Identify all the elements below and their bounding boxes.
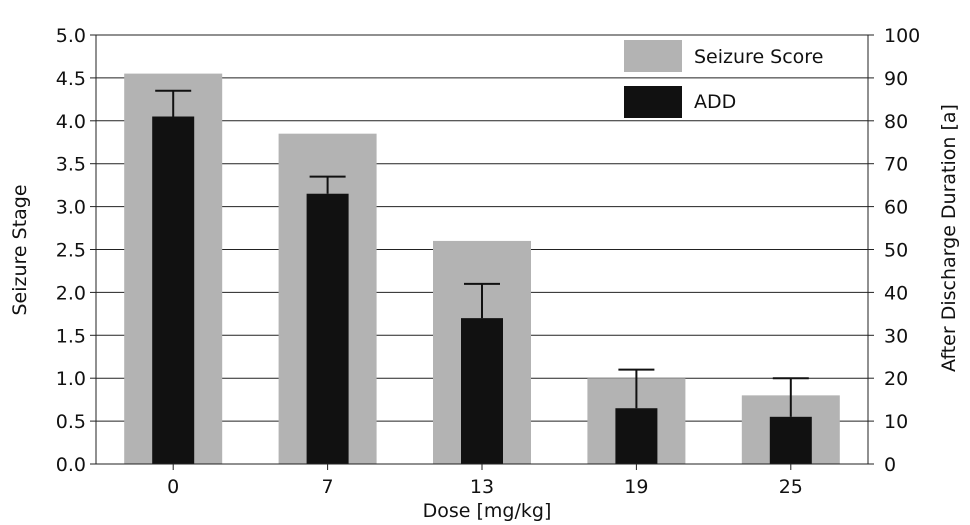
- y2-tick-label: 40: [884, 282, 908, 304]
- y-tick-label: 0.5: [56, 411, 86, 433]
- y2-tick-label: 0: [884, 454, 896, 476]
- y-tick-label: 1.0: [56, 368, 86, 390]
- y-tick-label: 3.5: [56, 154, 86, 176]
- y2-tick-label: 60: [884, 197, 908, 219]
- bar-add: [769, 416, 812, 464]
- legend-label-seizure-score: Seizure Score: [694, 46, 823, 68]
- y-tick-label: 0.0: [56, 454, 86, 476]
- y2-axis-title: After Discharge Duration [a]: [938, 104, 960, 372]
- y-tick-label: 5.0: [56, 25, 86, 47]
- legend-swatch-seizure-score: [624, 40, 682, 72]
- y-tick-label: 4.0: [56, 111, 86, 133]
- y2-tick-label: 70: [884, 154, 908, 176]
- bar-add: [461, 318, 503, 464]
- x-tick-label: 19: [624, 476, 648, 498]
- y-tick-label: 2.5: [56, 240, 86, 262]
- y-axis-title: Seizure Stage: [9, 184, 31, 315]
- bar-add: [152, 116, 195, 464]
- right-tick-labels: 0 10 20 30 40 50 60 70 80 90 100: [868, 25, 920, 476]
- y2-tick-label: 50: [884, 240, 908, 262]
- y-tick-label: 3.0: [56, 197, 86, 219]
- error-bars: [155, 89, 809, 417]
- left-tick-labels: 0.0 0.5 1.0 1.5 2.0 2.5 3.0 3.5 4.0 4.5 5.0: [56, 25, 96, 476]
- y2-tick-label: 20: [884, 368, 908, 390]
- y-tick-label: 4.5: [56, 68, 86, 90]
- y-tick-label: 1.5: [56, 325, 86, 347]
- legend: Seizure Score ADD: [624, 40, 823, 118]
- y-tick-label: 2.0: [56, 282, 86, 304]
- add-bars: [152, 116, 812, 465]
- legend-label-add: ADD: [694, 91, 736, 113]
- y2-tick-label: 80: [884, 111, 908, 133]
- y2-tick-label: 90: [884, 68, 908, 90]
- x-tick-label: 7: [322, 476, 334, 498]
- x-axis-title: Dose [mg/kg]: [423, 500, 552, 522]
- x-tick-label: 13: [470, 476, 494, 498]
- bar-add: [306, 193, 349, 465]
- bar-add: [615, 408, 658, 464]
- x-tick-label: 0: [167, 476, 179, 498]
- y2-tick-label: 30: [884, 325, 908, 347]
- x-tick-label: 25: [779, 476, 803, 498]
- x-tick-labels: 0 7 13 19 25: [167, 464, 803, 498]
- y2-tick-label: 100: [884, 25, 920, 47]
- legend-swatch-add: [624, 86, 682, 118]
- y2-tick-label: 10: [884, 411, 908, 433]
